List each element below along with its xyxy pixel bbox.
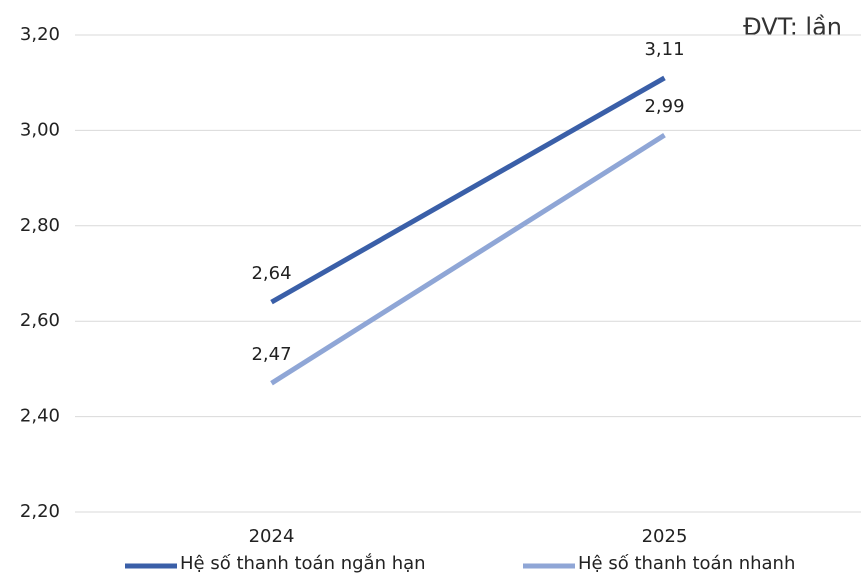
legend-label: Hệ số thanh toán nhanh — [578, 553, 795, 574]
y-tick-label: 2,20 — [20, 501, 60, 522]
series-line — [270, 75, 666, 305]
y-tick-label: 3,00 — [20, 119, 60, 140]
x-tick-label: 2025 — [642, 526, 688, 547]
legend-label: Hệ số thanh toán ngắn hạn — [180, 553, 426, 574]
data-label: 2,64 — [251, 263, 291, 284]
series-line — [270, 133, 666, 386]
y-tick-label: 2,60 — [20, 310, 60, 331]
y-tick-label: 3,20 — [20, 24, 60, 45]
data-label: 3,11 — [644, 39, 684, 60]
y-tick-label: 2,80 — [20, 215, 60, 236]
data-label: 2,47 — [251, 344, 291, 365]
x-tick-label: 2024 — [249, 526, 295, 547]
unit-annotation: ĐVT: lần — [743, 13, 842, 41]
data-label: 2,99 — [644, 96, 684, 117]
y-tick-label: 2,40 — [20, 406, 60, 427]
